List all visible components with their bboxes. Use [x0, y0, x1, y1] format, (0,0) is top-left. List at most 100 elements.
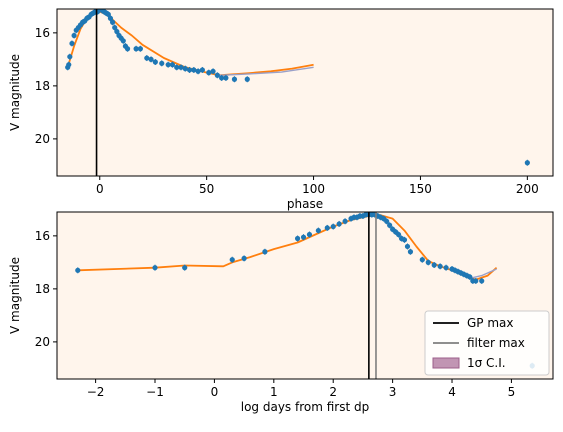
legend-label: filter max	[467, 336, 525, 350]
data-layer	[75, 212, 535, 379]
data-point	[186, 67, 193, 73]
legend-label: GP max	[467, 316, 514, 330]
data-point	[223, 75, 229, 81]
data-point	[114, 28, 120, 35]
data-point	[182, 66, 188, 72]
data-point	[112, 24, 118, 31]
data-point	[300, 234, 307, 240]
data-point	[315, 227, 321, 234]
data-point	[107, 15, 114, 21]
x-axis-label: log days from first dp	[241, 400, 369, 414]
data-point	[384, 218, 390, 224]
data-point	[467, 274, 473, 280]
y-axis-label: V magnitude	[8, 257, 22, 334]
data-point	[342, 218, 348, 224]
x-tick-label: 100	[302, 182, 325, 196]
x-tick-label: 200	[516, 182, 539, 196]
x-tick-label: −1	[146, 385, 164, 399]
data-point	[219, 75, 225, 81]
data-point	[210, 68, 216, 74]
y-tick-label: 16	[35, 26, 50, 40]
axes-frame	[56, 8, 554, 177]
data-point	[152, 59, 158, 65]
data-point	[324, 225, 330, 231]
legend-patch-swatch	[432, 357, 460, 369]
data-point	[479, 278, 485, 284]
data-point	[144, 55, 150, 61]
data-point	[66, 62, 72, 68]
data-point	[401, 237, 408, 243]
y-tick-label: 18	[35, 282, 50, 296]
data-point	[294, 235, 301, 242]
legend: GP max filter max 1σ C.I.	[424, 310, 550, 376]
data-point	[431, 262, 437, 268]
x-tick-label: 0	[96, 182, 104, 196]
data-point	[443, 265, 449, 271]
data-point	[473, 278, 479, 284]
x-tick-label: 2	[329, 385, 337, 399]
x-tick-label: 4	[448, 385, 456, 399]
data-point	[69, 40, 75, 47]
data-point	[71, 32, 77, 39]
data-point	[262, 249, 268, 255]
bottom-panel: −2 −1 0 1 2 3 4 5 16 18 20 V magnitude log days from…	[8, 211, 554, 414]
data-point	[75, 267, 81, 273]
y-axis-label: V magnitude	[8, 54, 22, 131]
data-point	[387, 222, 393, 228]
legend-label: 1σ C.I.	[467, 356, 506, 370]
data-point	[182, 265, 188, 271]
data-point	[231, 76, 238, 82]
data-point	[105, 11, 111, 17]
x-tick-label: 1	[270, 385, 278, 399]
data-point	[330, 223, 336, 230]
y-tick-label: 16	[35, 229, 50, 243]
data-point	[133, 46, 139, 52]
data-point	[148, 56, 154, 62]
y-tick-label: 20	[35, 335, 50, 349]
fit-line	[219, 66, 314, 76]
data-point	[229, 257, 235, 263]
x-tick-label: −2	[87, 385, 105, 399]
data-point	[244, 76, 250, 82]
x-tick-label: 0	[211, 385, 219, 399]
data-point	[152, 265, 158, 271]
data-point	[169, 62, 176, 68]
data-point	[395, 231, 402, 238]
x-tick-label: 3	[389, 385, 397, 399]
axes-frame	[56, 211, 554, 380]
data-point	[425, 259, 431, 265]
data-layer	[65, 9, 530, 176]
data-point	[199, 67, 205, 73]
data-point	[419, 257, 425, 263]
data-point	[206, 70, 212, 76]
data-point	[174, 64, 180, 70]
data-point	[137, 46, 143, 52]
data-point	[165, 62, 171, 68]
data-point	[67, 54, 73, 60]
data-point	[524, 160, 530, 166]
data-point	[437, 263, 443, 269]
data-point	[124, 46, 131, 52]
data-point	[241, 255, 247, 261]
x-tick-label: 50	[199, 182, 214, 196]
data-point	[404, 243, 411, 250]
data-point	[306, 231, 313, 238]
data-point	[195, 68, 201, 74]
data-point	[214, 72, 220, 78]
x-axis-label: phase	[287, 197, 323, 211]
data-point	[178, 64, 184, 70]
x-tick-label: 5	[508, 385, 516, 399]
data-point	[159, 60, 165, 66]
y-tick-label: 18	[35, 79, 50, 93]
plot-area	[57, 9, 553, 176]
data-point	[191, 67, 197, 73]
data-point	[336, 221, 342, 227]
y-tick-label: 20	[35, 132, 50, 146]
data-point	[109, 19, 116, 25]
data-point	[407, 249, 414, 255]
fit-line	[469, 268, 497, 279]
x-tick-label: 150	[409, 182, 432, 196]
data-point	[120, 38, 126, 44]
top-panel: 0 50 100 150 200 16 18 20 V magnitude phase	[8, 8, 554, 211]
